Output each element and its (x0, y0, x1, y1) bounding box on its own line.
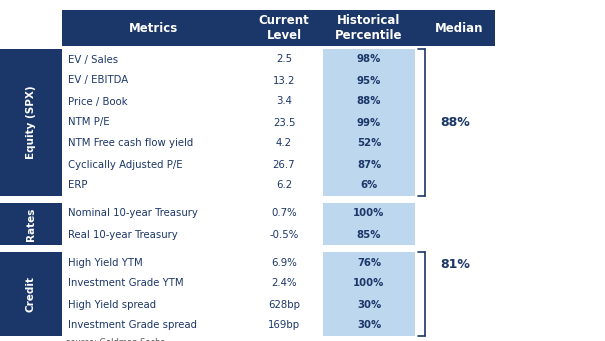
Text: 95%: 95% (357, 75, 381, 86)
Bar (245, 91, 323, 112)
Text: 98%: 98% (357, 55, 381, 64)
Bar (245, 252, 323, 273)
Bar (62, 10, 495, 46)
Text: NTM Free cash flow yield: NTM Free cash flow yield (68, 138, 193, 148)
Text: High Yield spread: High Yield spread (68, 299, 156, 310)
Bar (323, 273, 415, 294)
Bar (62, 112, 245, 133)
Bar (245, 315, 323, 336)
Bar (62, 91, 245, 112)
Text: Price / Book: Price / Book (68, 97, 128, 106)
Text: 88%: 88% (357, 97, 381, 106)
Bar (245, 273, 323, 294)
Bar (245, 294, 323, 315)
Bar (323, 91, 415, 112)
Bar (245, 224, 323, 245)
Bar (323, 70, 415, 91)
Bar (62, 49, 245, 70)
Text: 88%: 88% (440, 116, 470, 129)
Text: 23.5: 23.5 (273, 118, 295, 128)
Text: EV / EBITDA: EV / EBITDA (68, 75, 128, 86)
Text: 81%: 81% (440, 258, 470, 271)
Bar (62, 175, 245, 196)
Text: 2.4%: 2.4% (271, 279, 296, 288)
Text: 169bp: 169bp (268, 321, 300, 330)
Text: Historical
Percentile: Historical Percentile (335, 14, 403, 42)
Bar (245, 133, 323, 154)
Text: 13.2: 13.2 (273, 75, 295, 86)
Bar (323, 252, 415, 273)
Text: 52%: 52% (357, 138, 381, 148)
Text: Investment Grade YTM: Investment Grade YTM (68, 279, 184, 288)
Bar (245, 203, 323, 224)
Text: Current
Level: Current Level (258, 14, 309, 42)
Bar (323, 154, 415, 175)
Text: Equity (SPX): Equity (SPX) (26, 86, 36, 159)
Text: Metrics: Metrics (129, 21, 178, 34)
Bar (0, 49, 62, 196)
Text: 30%: 30% (357, 299, 381, 310)
Bar (62, 224, 245, 245)
Text: EV / Sales: EV / Sales (68, 55, 118, 64)
Text: High Yield YTM: High Yield YTM (68, 257, 143, 267)
Text: 85%: 85% (357, 229, 381, 239)
Text: 87%: 87% (357, 160, 381, 169)
Bar (323, 49, 415, 70)
Text: 99%: 99% (357, 118, 381, 128)
Bar (62, 252, 245, 273)
Text: 628bp: 628bp (268, 299, 300, 310)
Bar (323, 175, 415, 196)
Bar (0, 252, 62, 336)
Text: source: Goldman Sachs: source: Goldman Sachs (66, 338, 165, 341)
Bar (323, 224, 415, 245)
Bar (423, 10, 495, 46)
Bar (62, 315, 245, 336)
Text: 100%: 100% (353, 279, 385, 288)
Text: 30%: 30% (357, 321, 381, 330)
Text: 76%: 76% (357, 257, 381, 267)
Text: 3.4: 3.4 (276, 97, 292, 106)
Bar (245, 154, 323, 175)
Bar (323, 315, 415, 336)
Bar (62, 154, 245, 175)
Bar (323, 112, 415, 133)
Bar (245, 70, 323, 91)
Bar (245, 112, 323, 133)
Text: NTM P/E: NTM P/E (68, 118, 110, 128)
Text: 6.2: 6.2 (276, 180, 292, 191)
Bar (245, 49, 323, 70)
Bar (62, 203, 245, 224)
Bar (323, 203, 415, 224)
Text: Median: Median (435, 21, 483, 34)
Text: 0.7%: 0.7% (271, 208, 297, 219)
Text: Rates: Rates (26, 207, 36, 241)
Text: Credit: Credit (26, 276, 36, 312)
Bar (62, 273, 245, 294)
Text: Nominal 10-year Treasury: Nominal 10-year Treasury (68, 208, 198, 219)
Text: ERP: ERP (68, 180, 88, 191)
Text: -0.5%: -0.5% (269, 229, 299, 239)
Bar (0, 203, 62, 245)
Text: 2.5: 2.5 (276, 55, 292, 64)
Text: 100%: 100% (353, 208, 385, 219)
Text: 4.2: 4.2 (276, 138, 292, 148)
Bar (62, 294, 245, 315)
Text: Cyclically Adjusted P/E: Cyclically Adjusted P/E (68, 160, 183, 169)
Bar (245, 175, 323, 196)
Text: 6%: 6% (361, 180, 378, 191)
Text: Real 10-year Treasury: Real 10-year Treasury (68, 229, 178, 239)
Text: 6.9%: 6.9% (271, 257, 297, 267)
Text: Investment Grade spread: Investment Grade spread (68, 321, 197, 330)
Bar (62, 70, 245, 91)
Text: 26.7: 26.7 (273, 160, 295, 169)
Bar (323, 133, 415, 154)
Bar (323, 294, 415, 315)
Bar (62, 133, 245, 154)
